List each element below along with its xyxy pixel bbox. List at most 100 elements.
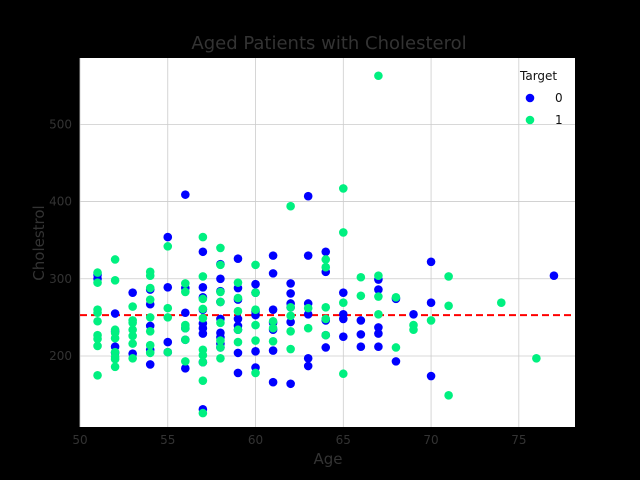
- x-tick-label: 70: [423, 433, 438, 447]
- data-point-target-0: [338, 332, 348, 341]
- y-axis-label: Cholestrol: [30, 205, 48, 280]
- data-point-target-1: [145, 271, 155, 280]
- grid: [79, 58, 575, 427]
- data-point-target-0: [303, 309, 313, 319]
- data-point-target-1: [198, 408, 208, 418]
- data-point-target-1: [128, 353, 137, 363]
- data-point-target-0: [286, 279, 295, 288]
- y-tick-label: 300: [49, 272, 72, 286]
- data-point-target-1: [110, 354, 120, 364]
- data-point-target-1: [93, 268, 102, 277]
- data-point-target-1: [163, 313, 173, 322]
- data-point-target-0: [426, 257, 436, 267]
- data-point-target-0: [356, 330, 366, 339]
- data-point-target-1: [233, 337, 243, 347]
- tick-labels: 50 55 60 65 70 75 200 300 400 500: [49, 117, 526, 447]
- data-point-target-1: [181, 335, 190, 345]
- chart-title: Aged Patients with Cholesterol: [191, 33, 466, 54]
- x-tick-label: 60: [248, 433, 263, 447]
- data-point-target-0: [268, 269, 278, 278]
- data-point-target-0: [303, 361, 313, 371]
- data-point-target-1: [444, 301, 453, 311]
- data-point-target-1: [145, 326, 155, 336]
- data-point-target-1: [216, 243, 225, 253]
- data-point-target-0: [374, 329, 383, 338]
- data-point-target-1: [216, 297, 225, 307]
- data-point-target-1: [321, 303, 331, 312]
- data-point-target-1: [532, 353, 541, 363]
- data-point-target-1: [251, 305, 260, 314]
- data-point-target-1: [233, 278, 243, 287]
- data-point-target-1: [163, 242, 173, 251]
- legend-marker-0: [525, 93, 535, 103]
- data-point-target-1: [286, 344, 295, 354]
- data-point-target-1: [251, 368, 260, 378]
- data-point-target-1: [286, 311, 295, 321]
- data-point-target-0: [374, 323, 383, 332]
- data-point-target-1: [93, 341, 102, 351]
- data-point-target-1: [268, 337, 278, 346]
- data-point-target-0: [233, 314, 243, 324]
- data-point-target-1: [303, 303, 313, 313]
- data-point-target-1: [251, 288, 260, 297]
- data-point-target-0: [181, 364, 190, 373]
- data-point-target-0: [110, 309, 120, 318]
- data-point-target-1: [198, 272, 208, 281]
- data-point-target-0: [251, 347, 260, 356]
- data-point-target-0: [268, 305, 278, 314]
- data-point-target-1: [391, 293, 401, 302]
- data-point-target-0: [163, 337, 173, 347]
- data-point-target-1: [444, 391, 453, 400]
- data-point-target-1: [110, 255, 120, 264]
- data-point-target-1: [216, 318, 225, 328]
- data-point-target-1: [321, 314, 331, 324]
- data-point-target-0: [356, 316, 366, 325]
- data-point-target-1: [198, 304, 208, 314]
- data-point-target-0: [409, 309, 418, 319]
- data-point-target-1: [181, 287, 190, 297]
- data-point-target-1: [216, 336, 225, 345]
- data-point-target-1: [286, 326, 295, 336]
- data-point-target-0: [426, 298, 436, 308]
- data-point-target-0: [233, 254, 243, 264]
- data-point-target-1: [374, 292, 383, 301]
- data-point-target-0: [233, 348, 243, 358]
- data-point-target-1: [216, 343, 225, 352]
- data-point-target-1: [321, 255, 331, 264]
- y-tick-label: 200: [49, 349, 72, 363]
- data-point-target-1: [286, 303, 295, 312]
- data-point-target-1: [409, 325, 418, 335]
- data-point-target-1: [444, 272, 453, 281]
- x-tick-label: 50: [72, 433, 87, 447]
- data-point-target-1: [145, 340, 155, 350]
- data-point-target-1: [251, 320, 260, 330]
- x-tick-label: 55: [160, 433, 175, 447]
- data-point-target-0: [321, 343, 331, 352]
- data-point-target-0: [303, 353, 313, 363]
- x-tick-label: 65: [336, 433, 351, 447]
- data-point-target-0: [268, 346, 278, 355]
- data-point-target-1: [198, 357, 208, 367]
- data-point-target-1: [374, 271, 383, 280]
- data-point-target-0: [163, 282, 173, 292]
- data-point-target-1: [128, 325, 137, 335]
- data-point-target-0: [374, 342, 383, 352]
- data-point-target-0: [145, 360, 155, 369]
- data-point-target-1: [93, 334, 102, 344]
- data-point-target-0: [374, 285, 383, 294]
- data-point-target-1: [198, 350, 208, 360]
- data-point-target-0: [338, 288, 348, 297]
- data-point-target-1: [374, 309, 383, 319]
- data-point-target-0: [128, 288, 137, 297]
- data-point-target-1: [391, 343, 401, 352]
- data-point-target-1: [145, 295, 155, 304]
- data-point-target-0: [549, 271, 559, 280]
- data-point-target-1: [216, 287, 225, 297]
- data-point-target-1: [321, 262, 331, 272]
- data-point-target-1: [181, 323, 190, 333]
- data-point-target-1: [128, 302, 137, 311]
- legend-marker-1: [525, 115, 535, 125]
- data-point-target-1: [338, 369, 348, 379]
- data-point-target-1: [181, 357, 190, 366]
